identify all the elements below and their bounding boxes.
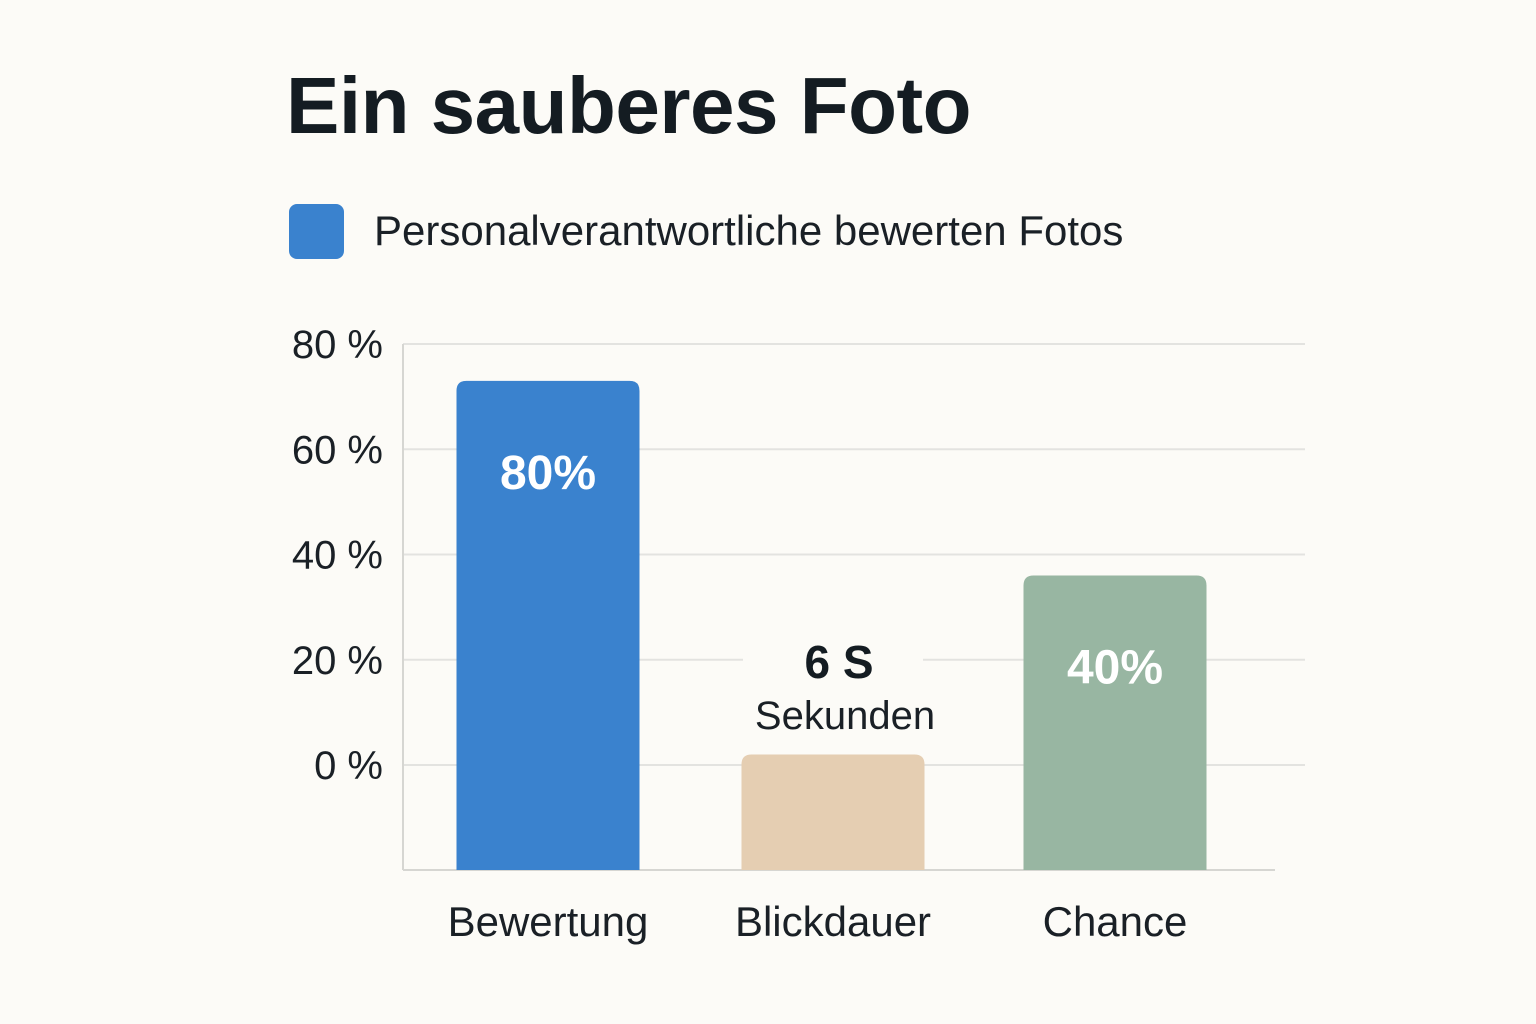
bars bbox=[456, 380, 1207, 870]
category-label: Blickdauer bbox=[735, 898, 931, 945]
y-tick-label: 80 % bbox=[292, 323, 383, 367]
annotation-unit: Sekunden bbox=[755, 694, 935, 738]
y-tick-labels: 80 % 60 % 40 % 20 % 0 % bbox=[292, 323, 383, 788]
annotation-background bbox=[743, 630, 923, 690]
legend-swatch bbox=[289, 203, 344, 259]
category-label: Chance bbox=[1043, 898, 1188, 945]
category-label: Bewertung bbox=[448, 898, 649, 945]
y-tick-label: 20 % bbox=[292, 639, 383, 683]
bar-blickdauer bbox=[741, 754, 925, 870]
category-labels: Bewertung Blickdauer Chance bbox=[448, 898, 1188, 945]
y-tick-label: 40 % bbox=[292, 534, 383, 578]
legend: Personalverantwortliche bewerten Fotos bbox=[289, 203, 1123, 259]
annotation-value: 6 S bbox=[804, 636, 873, 688]
bar-bewertung bbox=[456, 380, 640, 870]
legend-label: Personalverantwortliche bewerten Fotos bbox=[374, 207, 1124, 254]
bar-chance bbox=[1023, 575, 1207, 870]
bar-labels: 80% 40% 6 S Sekunden bbox=[500, 447, 1163, 738]
y-tick-label: 0 % bbox=[314, 744, 383, 788]
bar-value-label: 40% bbox=[1067, 642, 1163, 695]
chart-title: Ein sauberes Foto bbox=[286, 61, 971, 150]
y-tick-label: 60 % bbox=[292, 428, 383, 472]
bar-value-label: 80% bbox=[500, 447, 596, 500]
